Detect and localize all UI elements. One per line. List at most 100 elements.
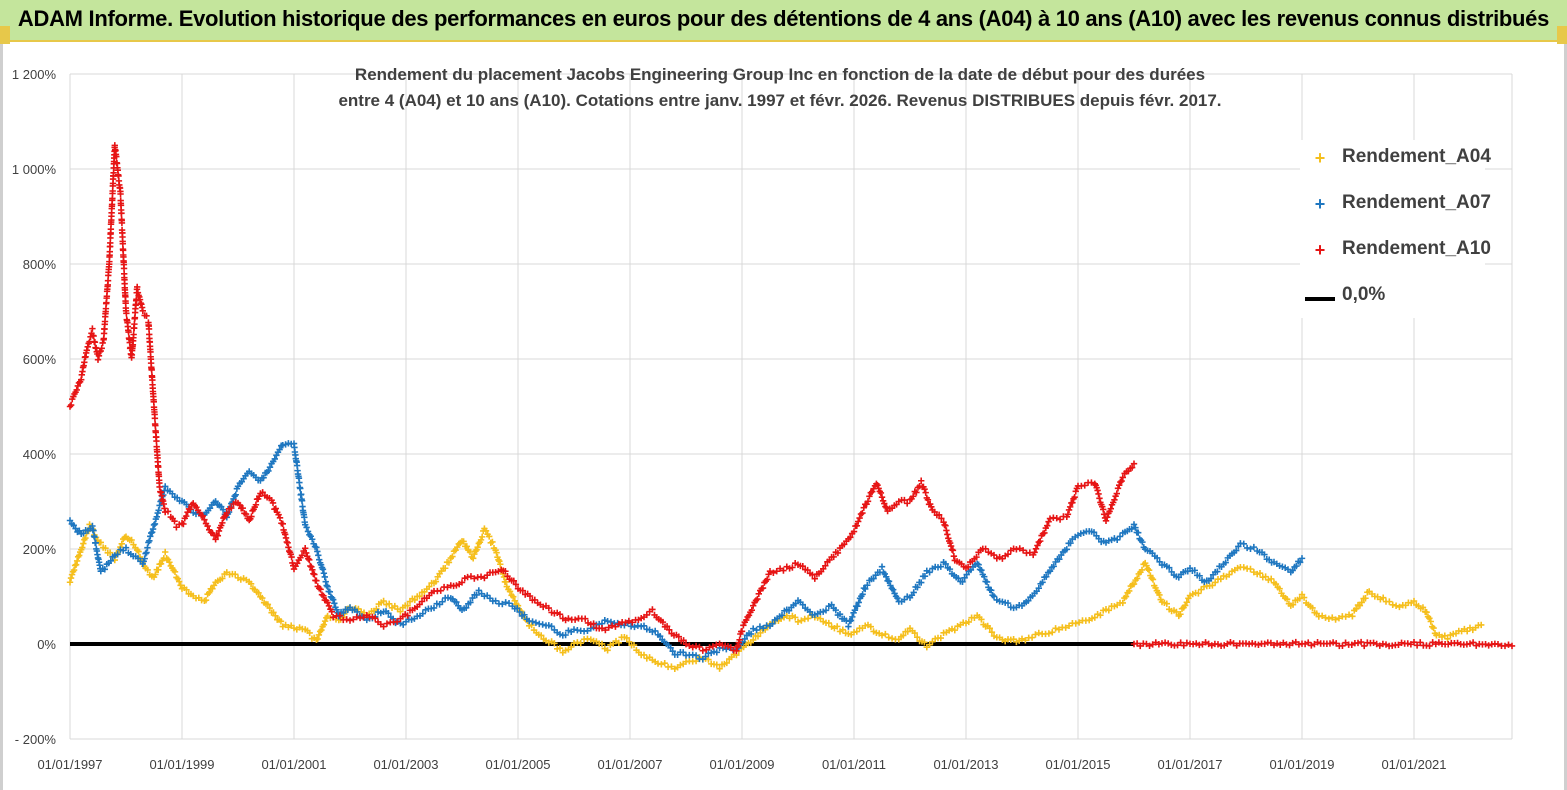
rendement-a07-point (72, 525, 79, 532)
rendement-a04-point (1380, 594, 1387, 601)
rendement-a04-point (416, 592, 423, 600)
rendement-a10-point (1165, 640, 1172, 647)
rendement-a10-point (131, 320, 138, 328)
rendement-a04-point (460, 538, 467, 545)
rendement-a10-point (799, 562, 806, 570)
rendement-a07-point (845, 623, 852, 630)
rendement-a07-point (313, 544, 320, 551)
rendement-a04-point (445, 559, 453, 566)
rendement-a07-point (143, 549, 150, 556)
rendement-a10-point (204, 522, 211, 530)
rendement-a07-point (607, 618, 615, 626)
rendement-a10-point (780, 567, 787, 574)
rendement-a07-point (453, 598, 460, 606)
rendement-a07-point (1233, 547, 1240, 554)
rendement-a04-point (1134, 575, 1141, 582)
rendement-a10-point (928, 503, 935, 511)
rendement-a10-point (866, 493, 873, 500)
rendement-a07-point (669, 648, 676, 655)
rendement-a10-point (91, 339, 99, 346)
rendement-a04-point (135, 548, 142, 555)
rendement-a04-point (314, 635, 321, 643)
rendement-a07-point (1154, 554, 1161, 562)
rendement-a07-point (151, 520, 159, 528)
rendement-a10-point (1357, 638, 1365, 646)
rendement-a04-point (1173, 608, 1180, 616)
rendement-a04-point (1062, 624, 1069, 631)
rendement-a07-point (851, 607, 859, 614)
rendement-a04-point (834, 623, 841, 630)
x-tick-label: 01/01/2005 (485, 757, 550, 772)
rendement-a10-point (187, 506, 194, 513)
rendement-a04-point (888, 635, 896, 642)
rendement-a04-point (1430, 624, 1437, 632)
rendement-a07-point (1039, 579, 1046, 586)
rendement-a10-point (860, 504, 867, 511)
rendement-a04-point (1464, 627, 1471, 635)
rendement-a10-point (1466, 640, 1474, 647)
rendement-a04-point (1309, 604, 1316, 612)
legend-label-a10: Rendement_A10 (1342, 238, 1491, 259)
rendement-a04-point (1183, 599, 1190, 606)
rendement-a10-point (629, 619, 636, 626)
rendement-a10-point (1095, 490, 1102, 498)
rendement-a07-point (1298, 555, 1306, 562)
rendement-a04-point (1149, 576, 1157, 583)
rendement-a10-point (153, 437, 160, 445)
rendement-a04-point (477, 536, 485, 544)
rendement-a10-point (360, 614, 367, 621)
y-tick-label: 1 000% (12, 162, 57, 177)
rendement-a10-point (1417, 639, 1424, 646)
rendement-a10-point (855, 518, 862, 525)
rendement-a10-point (748, 606, 755, 614)
rendement-a04-point (568, 643, 575, 651)
rendement-a10-point (1255, 641, 1262, 649)
rendement-a10-point (519, 587, 526, 594)
chart-frame (0, 44, 1567, 790)
rendement-a04-point (921, 639, 928, 646)
banner: ADAM Informe. Evolution historique des p… (0, 0, 1567, 42)
rendement-a07-point (266, 463, 274, 471)
rendement-a07-point (1043, 573, 1050, 580)
rendement-a10-point (285, 544, 292, 551)
rendement-a04-point (1195, 590, 1202, 597)
rendement-a10-point (764, 576, 771, 583)
rendement-a04-point (750, 636, 757, 644)
rendement-a04-point (70, 566, 78, 574)
rendement-a04-point (1322, 614, 1329, 621)
rendement-a07-point (467, 599, 474, 606)
rendement-a10-point (183, 512, 190, 520)
rendement-a10-point (252, 501, 260, 508)
rendement-a10-point (418, 598, 426, 605)
rendement-a04-point (72, 561, 80, 568)
rendement-a04-point (723, 659, 730, 667)
rendement-a10-point (467, 573, 475, 580)
rendement-a04-point (1362, 595, 1369, 602)
rendement-a04-point (1119, 599, 1126, 607)
legend-marker-a07: + (1314, 194, 1326, 214)
rendement-a10-point (313, 577, 320, 584)
rendement-a04-point (264, 601, 272, 608)
rendement-a04-point (255, 589, 262, 597)
rendement-a04-point (1177, 611, 1184, 618)
rendement-a10-point (1064, 511, 1072, 518)
rendement-a04-point (1318, 612, 1326, 620)
rendement-a10-point (1113, 490, 1120, 497)
rendement-a07-point (890, 586, 897, 593)
rendement-a10-point (942, 522, 949, 529)
rendement-a10-point (89, 325, 96, 332)
rendement-a10-point (1016, 545, 1023, 552)
rendement-a04-point (318, 626, 325, 634)
rendement-a04-point (80, 540, 87, 547)
rendement-a10-point (1019, 547, 1027, 554)
rendement-a07-point (330, 596, 337, 603)
rendement-a07-point (849, 613, 856, 621)
rendement-a04-point (496, 557, 503, 565)
rendement-a04-point (1212, 579, 1219, 586)
rendement-a04-point (1045, 630, 1053, 637)
rendement-a07-point (975, 561, 982, 568)
rendement-a04-point (277, 618, 285, 625)
rendement-a07-point (946, 565, 954, 573)
rendement-a10-point (857, 510, 865, 518)
rendement-a10-point (964, 563, 972, 571)
